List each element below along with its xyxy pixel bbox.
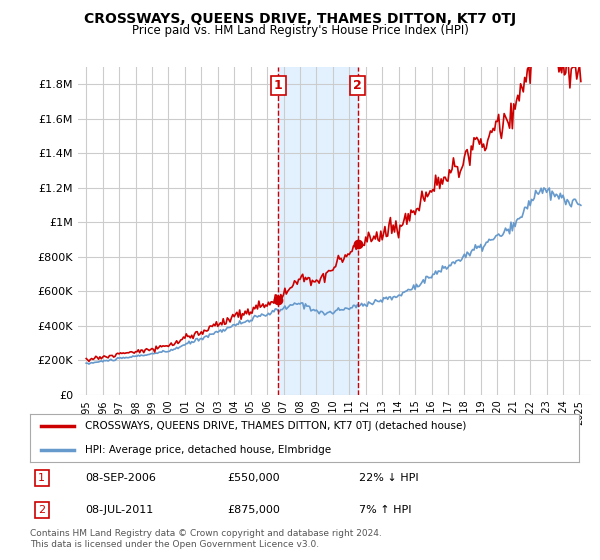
Text: 1: 1 [38, 473, 45, 483]
Text: Price paid vs. HM Land Registry's House Price Index (HPI): Price paid vs. HM Land Registry's House … [131, 24, 469, 37]
Text: £875,000: £875,000 [227, 505, 281, 515]
Text: £550,000: £550,000 [227, 473, 280, 483]
Text: CROSSWAYS, QUEENS DRIVE, THAMES DITTON, KT7 0TJ (detached house): CROSSWAYS, QUEENS DRIVE, THAMES DITTON, … [85, 421, 466, 431]
Text: Contains HM Land Registry data © Crown copyright and database right 2024.
This d: Contains HM Land Registry data © Crown c… [30, 529, 382, 549]
Text: CROSSWAYS, QUEENS DRIVE, THAMES DITTON, KT7 0TJ: CROSSWAYS, QUEENS DRIVE, THAMES DITTON, … [84, 12, 516, 26]
Bar [278, 67, 358, 395]
Text: 7% ↑ HPI: 7% ↑ HPI [359, 505, 412, 515]
Text: 22% ↓ HPI: 22% ↓ HPI [359, 473, 419, 483]
Text: 08-JUL-2011: 08-JUL-2011 [85, 505, 153, 515]
Text: 2: 2 [38, 505, 46, 515]
Text: HPI: Average price, detached house, Elmbridge: HPI: Average price, detached house, Elmb… [85, 445, 331, 455]
Text: 2: 2 [353, 78, 362, 92]
Text: 08-SEP-2006: 08-SEP-2006 [85, 473, 156, 483]
Text: 1: 1 [274, 78, 283, 92]
